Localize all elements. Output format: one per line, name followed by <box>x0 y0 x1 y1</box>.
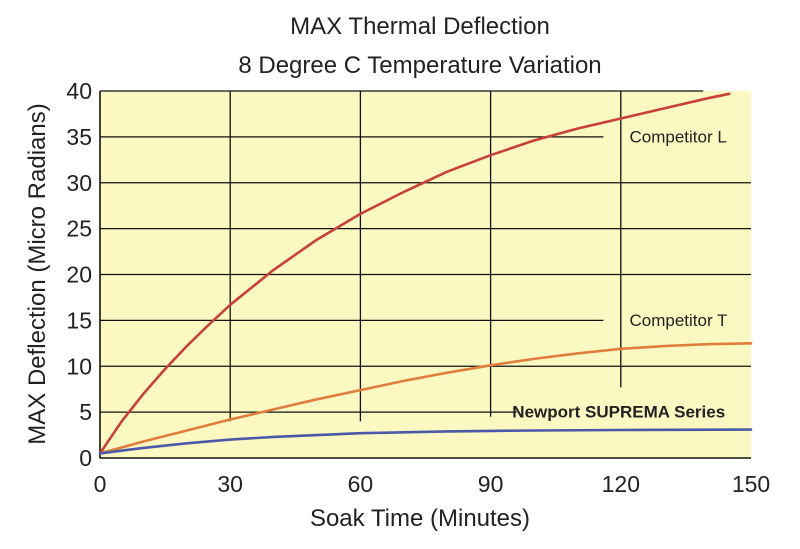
series-annotation: Competitor T <box>629 311 727 330</box>
y-axis-label: MAX Deflection (Micro Radians) <box>24 103 51 444</box>
x-tick-label: 90 <box>478 471 504 497</box>
tick-labels: 0 30 60 90 120 150 0 5 10 15 20 25 30 35 40 <box>66 78 770 497</box>
x-tick-label: 30 <box>217 471 243 497</box>
chart-title: MAX Thermal Deflection <box>290 13 550 40</box>
series-line <box>98 341 753 455</box>
series-annotations: Competitor L Competitor T Newport SUPREMA … <box>512 127 727 421</box>
grid-lines <box>99 90 751 459</box>
chart-subtitle: 8 Degree C Temperature Variation <box>238 52 601 79</box>
y-tick-label: 15 <box>66 307 92 333</box>
series-line <box>98 428 753 455</box>
y-tick-label: 25 <box>66 216 92 242</box>
x-tick-label: 120 <box>602 471 640 497</box>
y-tick-label: 10 <box>66 353 92 379</box>
series-line <box>98 92 731 455</box>
y-tick-label: 35 <box>66 124 92 150</box>
x-tick-label: 60 <box>348 471 374 497</box>
x-tick-label: 0 <box>94 471 107 497</box>
series-annotation: Competitor L <box>629 127 726 146</box>
x-tick-label: 150 <box>732 471 770 497</box>
y-tick-label: 20 <box>66 262 92 288</box>
y-tick-label: 30 <box>66 170 92 196</box>
data-series <box>98 92 753 455</box>
series-annotation: Newport SUPREMA Series <box>512 403 725 422</box>
y-tick-label: 0 <box>79 445 92 471</box>
y-tick-label: 40 <box>66 78 92 104</box>
x-axis-label: Soak Time (Minutes) <box>310 505 530 532</box>
y-tick-label: 5 <box>79 399 92 425</box>
